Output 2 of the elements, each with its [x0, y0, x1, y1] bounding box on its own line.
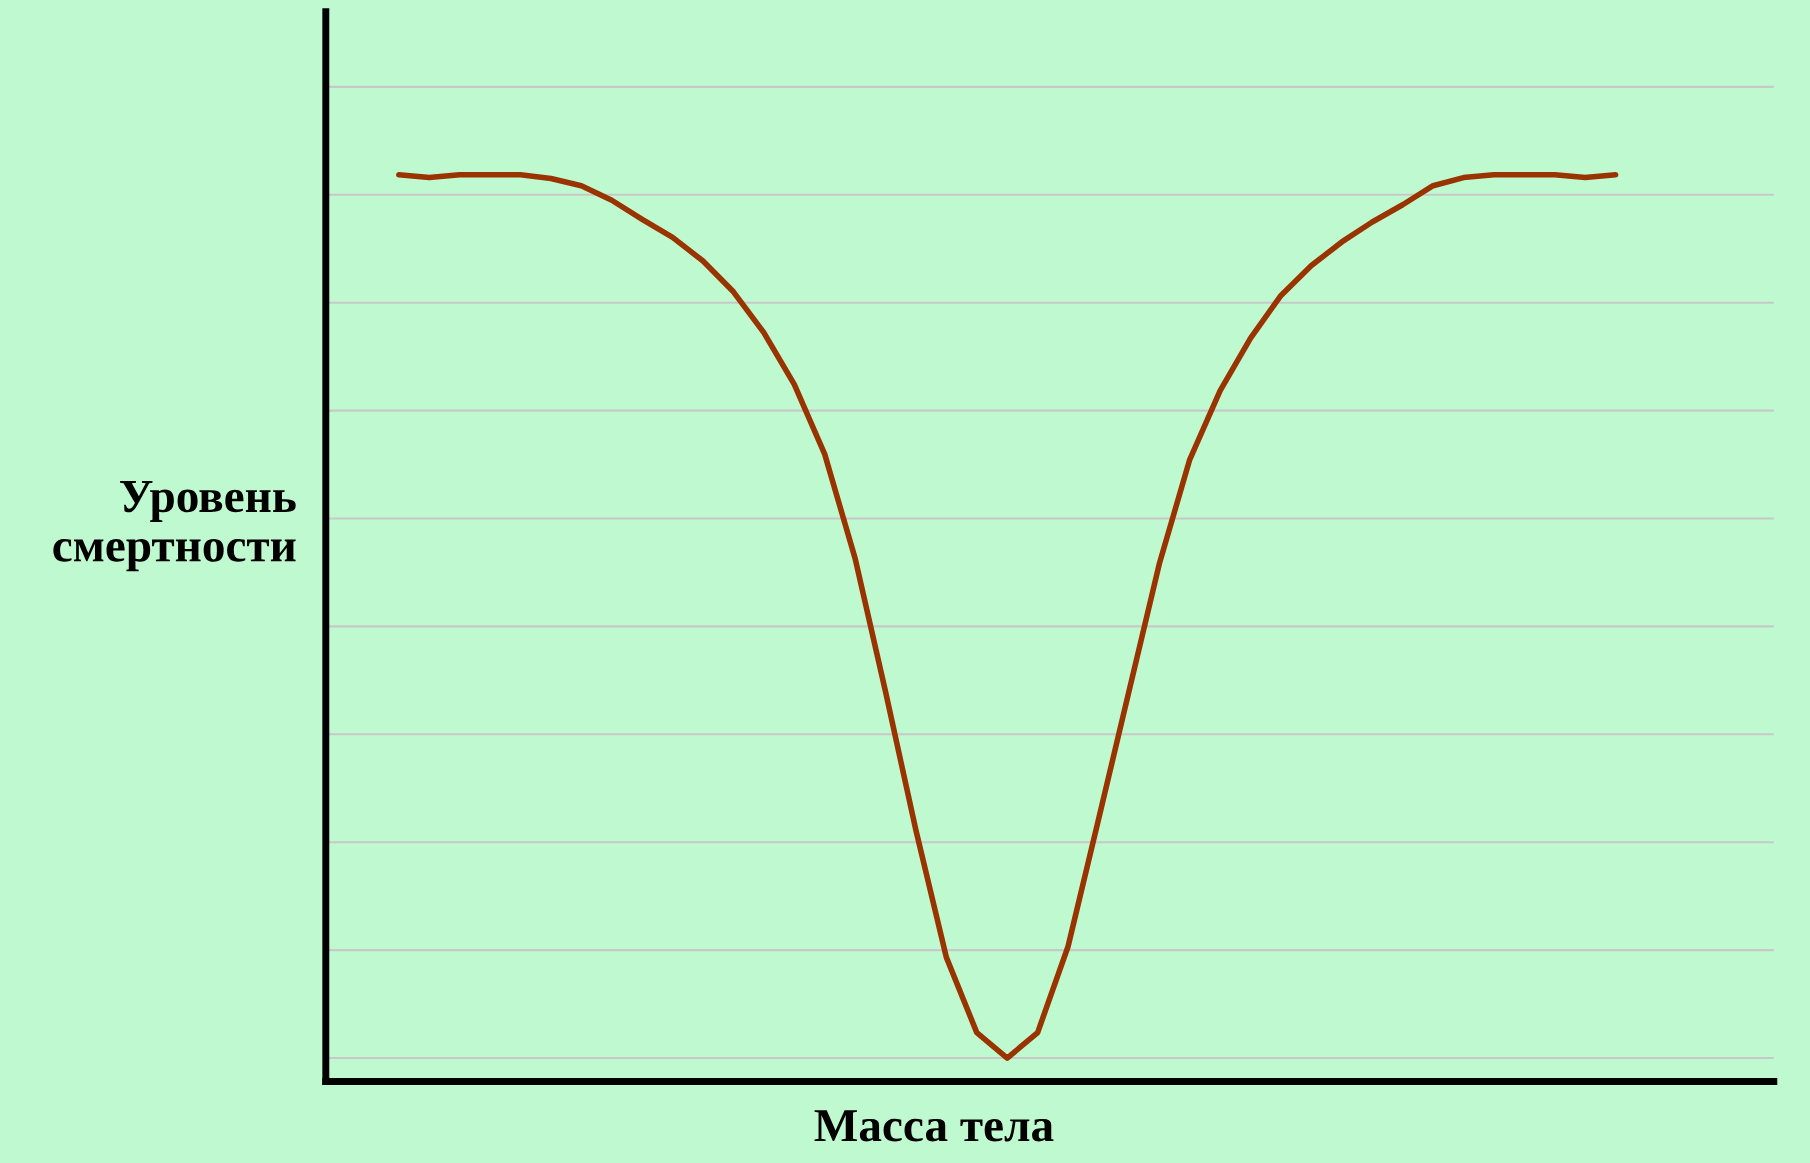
y-axis-title: Уровень смертности	[53, 480, 296, 572]
x-axis-title: Масса тела	[814, 1110, 1054, 1142]
